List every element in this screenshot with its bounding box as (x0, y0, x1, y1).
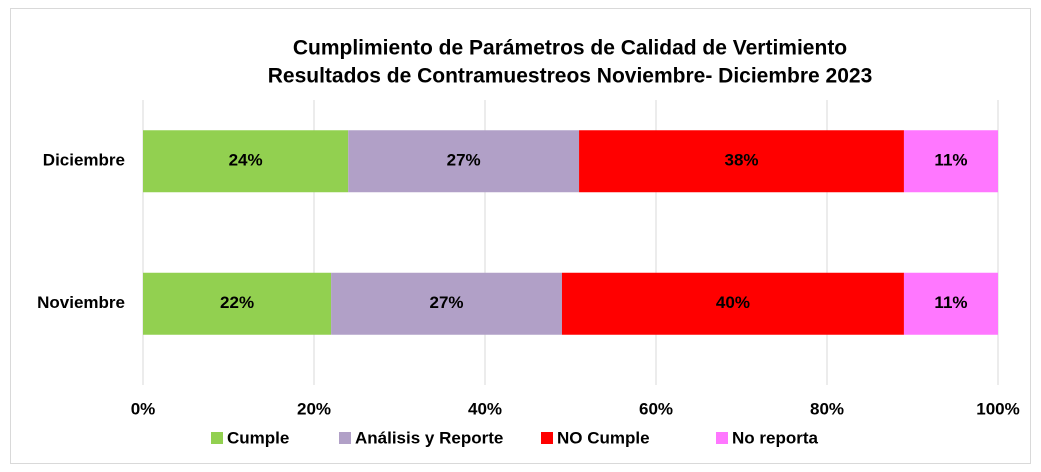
x-tick-label: 40% (468, 399, 502, 418)
x-tick-label: 0% (131, 399, 156, 418)
legend-swatch (541, 432, 553, 444)
legend-swatch (211, 432, 223, 444)
x-tick-label: 80% (810, 399, 844, 418)
bar-segment (348, 130, 580, 193)
legend-label: NO Cumple (557, 428, 650, 447)
x-tick-label: 100% (976, 399, 1019, 418)
value-label: 38% (724, 151, 758, 170)
value-label: 27% (430, 293, 464, 312)
value-label: 22% (220, 293, 254, 312)
category-label: Noviembre (37, 293, 125, 312)
value-label: 11% (934, 293, 967, 312)
legend-swatch (716, 432, 728, 444)
x-tick-label: 60% (639, 399, 673, 418)
bar-segment (903, 272, 998, 335)
value-label: 40% (716, 293, 750, 312)
chart-title: Cumplimiento de Parámetros de Calidad de… (293, 37, 847, 60)
value-label: 27% (447, 151, 481, 170)
bar-segment (561, 272, 904, 335)
chart-subtitle: Resultados de Contramuestreos Noviembre-… (268, 65, 873, 88)
legend-label: Análisis y Reporte (355, 428, 503, 447)
value-label: 11% (934, 151, 967, 170)
legend-swatch (339, 432, 351, 444)
bar-segment (331, 272, 562, 335)
bar-segment (143, 130, 349, 193)
chart-border (10, 8, 1031, 464)
legend-label: Cumple (227, 428, 289, 447)
x-tick-label: 20% (297, 399, 331, 418)
bar-segment (579, 130, 904, 193)
category-label: Diciembre (43, 151, 125, 170)
value-label: 24% (229, 151, 263, 170)
legend-label: No reporta (732, 428, 819, 447)
bar-segment (143, 272, 332, 335)
bar-segment (903, 130, 998, 193)
